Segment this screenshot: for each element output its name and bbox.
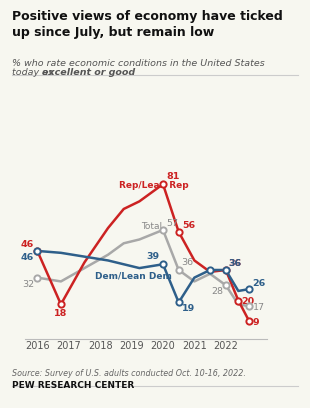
Text: 18: 18 bbox=[54, 309, 68, 318]
Text: 9: 9 bbox=[252, 318, 259, 327]
Text: PEW RESEARCH CENTER: PEW RESEARCH CENTER bbox=[12, 381, 135, 390]
Text: Dem/Lean Dem: Dem/Lean Dem bbox=[95, 271, 172, 280]
Text: 56: 56 bbox=[182, 221, 195, 230]
Text: today as: today as bbox=[12, 68, 56, 77]
Text: 36: 36 bbox=[228, 259, 241, 268]
Text: 32: 32 bbox=[22, 279, 34, 288]
Text: 28: 28 bbox=[211, 287, 223, 296]
Text: % who rate economic conditions in the United States: % who rate economic conditions in the Un… bbox=[12, 59, 265, 68]
Text: excellent or good: excellent or good bbox=[42, 68, 135, 77]
Text: 46: 46 bbox=[21, 240, 34, 249]
Text: 20: 20 bbox=[241, 297, 254, 306]
Text: 46: 46 bbox=[21, 253, 34, 262]
Text: 81: 81 bbox=[167, 172, 180, 181]
Text: 19: 19 bbox=[182, 304, 195, 313]
Text: 17: 17 bbox=[252, 303, 264, 312]
Text: Positive views of economy have ticked
up since July, but remain low: Positive views of economy have ticked up… bbox=[12, 10, 283, 39]
Text: 36: 36 bbox=[181, 258, 193, 267]
Text: Total: Total bbox=[141, 222, 162, 231]
Text: 57: 57 bbox=[167, 219, 179, 228]
Text: 39: 39 bbox=[146, 253, 159, 262]
Text: Source: Survey of U.S. adults conducted Oct. 10-16, 2022.: Source: Survey of U.S. adults conducted … bbox=[12, 369, 246, 378]
Text: 26: 26 bbox=[252, 279, 266, 288]
Text: Rep/Lean Rep: Rep/Lean Rep bbox=[119, 181, 188, 190]
Text: 36: 36 bbox=[228, 259, 241, 268]
